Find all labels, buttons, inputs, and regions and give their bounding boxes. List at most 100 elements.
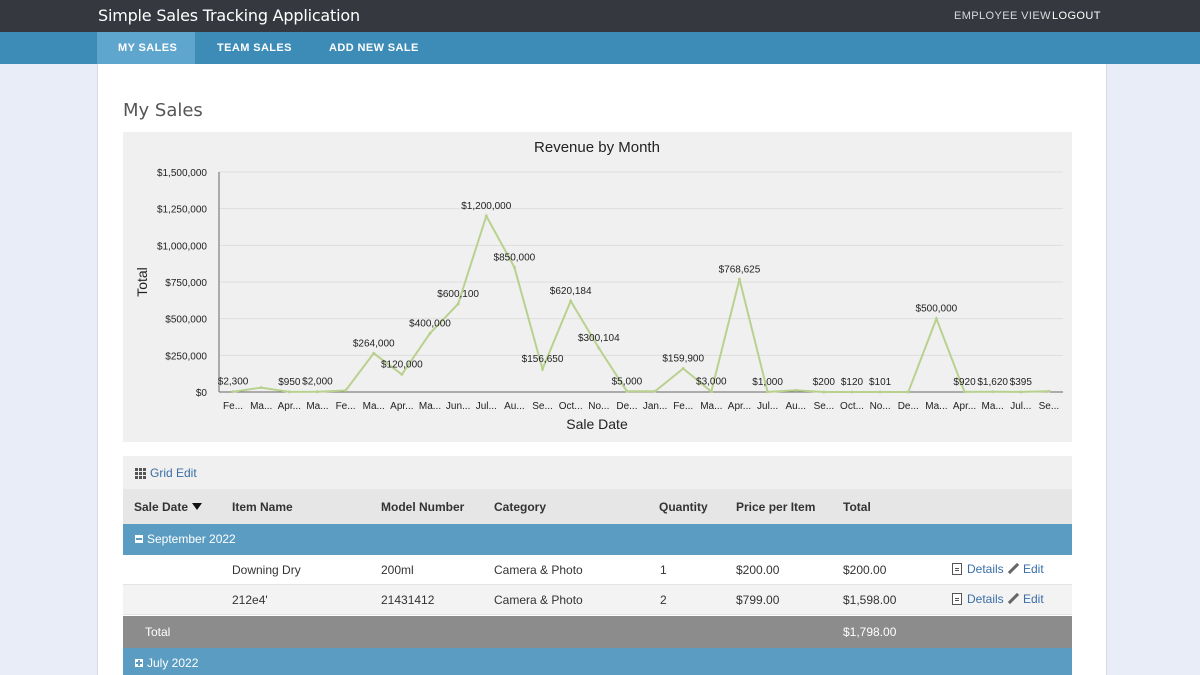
- top-bar: Simple Sales Tracking Application EMPLOY…: [0, 0, 1200, 32]
- data-label: $950: [278, 377, 301, 388]
- data-point: [766, 390, 770, 394]
- main-content: My Sales Revenue by Month $0 $250,000 $500,…: [97, 64, 1107, 675]
- page-title: My Sales: [123, 100, 203, 121]
- logout-link[interactable]: LOGOUT: [1052, 10, 1101, 22]
- data-label: $2,000: [302, 377, 333, 388]
- data-point: [794, 388, 798, 392]
- data-point: [372, 351, 376, 355]
- quantity-cell: 1: [660, 563, 667, 577]
- price-cell: $200.00: [736, 563, 780, 577]
- table-row: Downing Dry 200ml Camera & Photo 1 $200.…: [123, 555, 1072, 585]
- data-point: [428, 331, 432, 335]
- column-model-number[interactable]: Model Number: [381, 500, 465, 514]
- data-point: [512, 265, 516, 269]
- collapse-icon[interactable]: [135, 535, 143, 543]
- details-label: Details: [967, 592, 1004, 606]
- x-tick-label: Jan...: [643, 401, 667, 412]
- data-point: [991, 390, 995, 394]
- tab-team-sales[interactable]: TEAM SALES: [217, 42, 292, 54]
- column-sale-date[interactable]: Sale Date: [134, 500, 203, 514]
- column-item-name[interactable]: Item Name: [232, 500, 293, 514]
- data-point: [737, 277, 741, 281]
- data-label: $120,000: [381, 359, 423, 370]
- data-point: [287, 390, 291, 394]
- grid-edit-button[interactable]: Grid Edit: [135, 466, 197, 480]
- edit-label: Edit: [1023, 562, 1044, 576]
- x-tick-label: Se...: [814, 401, 835, 412]
- details-link[interactable]: Details: [952, 592, 1004, 606]
- y-tick-label: $1,000,000: [157, 241, 207, 252]
- data-point: [400, 372, 404, 376]
- total-value: $1,798.00: [843, 625, 897, 639]
- item-name-cell: Downing Dry: [232, 563, 301, 577]
- expand-icon[interactable]: [135, 659, 143, 667]
- y-tick-label: $250,000: [165, 351, 207, 362]
- data-point: [484, 214, 488, 218]
- data-label: $1,200,000: [461, 201, 511, 212]
- data-label: $200: [813, 377, 836, 388]
- x-tick-label: Ma...: [982, 401, 1004, 412]
- data-label: $2,300: [218, 377, 249, 388]
- x-tick-label: Oct...: [840, 401, 864, 412]
- data-point: [1047, 389, 1051, 393]
- data-point: [963, 390, 967, 394]
- x-tick-label: Ma...: [363, 401, 385, 412]
- employee-view-link[interactable]: EMPLOYEE VIEW: [954, 10, 1051, 22]
- nav-bar: MY SALES TEAM SALES ADD NEW SALE: [0, 32, 1200, 64]
- x-tick-label: Ma...: [700, 401, 722, 412]
- edit-link[interactable]: Edit: [1007, 562, 1044, 576]
- tab-add-new-sale[interactable]: ADD NEW SALE: [329, 42, 419, 54]
- column-price-per-item[interactable]: Price per Item: [736, 500, 816, 514]
- model-number-cell: 21431412: [381, 593, 435, 607]
- x-tick-label: Se...: [1039, 401, 1060, 412]
- x-tick-label: Ma...: [306, 401, 328, 412]
- data-point: [822, 390, 826, 394]
- x-tick-label: Apr...: [278, 401, 301, 412]
- revenue-series-line: [232, 213, 1049, 394]
- group-label: July 2022: [147, 656, 199, 670]
- x-tick-label: Ma...: [250, 401, 272, 412]
- document-icon: [952, 563, 962, 575]
- y-tick-label: $0: [196, 388, 208, 399]
- group-total-row: Total $1,798.00: [123, 616, 1072, 648]
- chart-svg: Revenue by Month $0 $250,000 $500,000 $750,0…: [134, 139, 1063, 432]
- y-tick-label: $1,500,000: [157, 168, 207, 179]
- x-tick-label: Ma...: [925, 401, 947, 412]
- category-cell: Camera & Photo: [494, 593, 583, 607]
- details-link[interactable]: Details: [952, 562, 1004, 576]
- column-quantity[interactable]: Quantity: [659, 500, 708, 514]
- data-label: $159,900: [662, 354, 704, 365]
- edit-link[interactable]: Edit: [1007, 592, 1044, 606]
- tab-my-sales[interactable]: MY SALES: [97, 32, 195, 64]
- x-tick-label: Se...: [532, 401, 553, 412]
- x-tick-label: Oct...: [559, 401, 583, 412]
- group-label: September 2022: [147, 532, 236, 546]
- data-point: [344, 389, 348, 393]
- grid-toolbar: Grid Edit: [123, 456, 1072, 489]
- data-label: $1,620: [977, 377, 1008, 388]
- total-cell: $200.00: [843, 563, 887, 577]
- column-sale-date-label: Sale Date: [134, 500, 189, 514]
- x-tick-label: Fe...: [673, 401, 693, 412]
- app-title: Simple Sales Tracking Application: [98, 6, 360, 25]
- data-label: $400,000: [409, 318, 451, 329]
- data-label: $600,100: [437, 289, 479, 300]
- column-total[interactable]: Total: [843, 500, 871, 514]
- data-point: [456, 302, 460, 306]
- data-label: $120: [841, 377, 864, 388]
- group-row-july-2022[interactable]: July 2022: [123, 648, 1072, 675]
- column-category[interactable]: Category: [494, 500, 547, 514]
- sort-desc-icon: [192, 503, 203, 510]
- details-label: Details: [967, 562, 1004, 576]
- table-row: 212e4' 21431412 Camera & Photo 2 $799.00…: [123, 585, 1072, 615]
- chart-title: Revenue by Month: [534, 139, 660, 156]
- grid-icon: [135, 467, 146, 479]
- data-label: $850,000: [494, 252, 536, 263]
- x-tick-label: Au...: [504, 401, 525, 412]
- data-point: [569, 299, 573, 303]
- data-label: $395: [1010, 377, 1033, 388]
- y-axis-label: Total: [134, 267, 150, 297]
- group-row-september-2022[interactable]: September 2022: [123, 524, 1072, 555]
- data-point: [231, 390, 235, 394]
- y-tick-label: $500,000: [165, 315, 207, 326]
